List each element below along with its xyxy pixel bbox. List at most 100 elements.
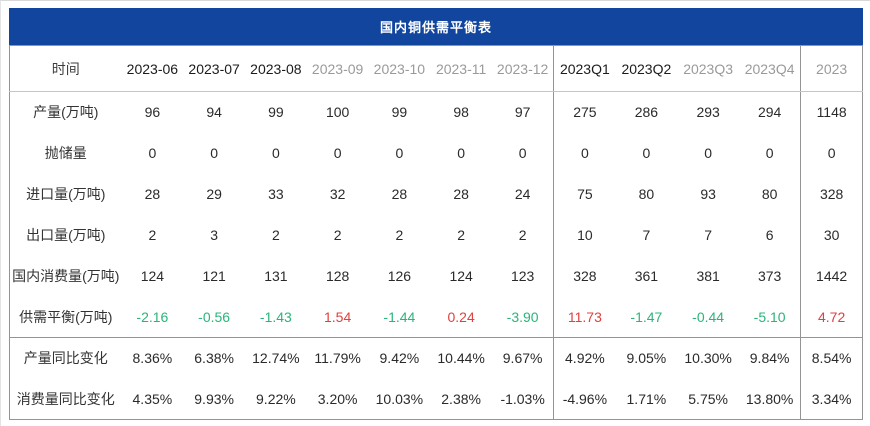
data-cell: 33 bbox=[268, 186, 284, 202]
data-cell: 1148 bbox=[800, 91, 863, 133]
data-cell: 2 bbox=[518, 227, 527, 243]
data-cell: 28 bbox=[453, 186, 469, 202]
data-cell: 0 bbox=[210, 145, 219, 161]
data-cell: 99 bbox=[391, 104, 408, 121]
column-header-2023-11: 2023-11 bbox=[430, 45, 492, 92]
data-cell: 10.30% bbox=[677, 337, 739, 379]
data-cell: 361 bbox=[634, 268, 659, 284]
data-cell: 124 bbox=[449, 268, 473, 284]
data-cell: 381 bbox=[696, 268, 720, 284]
table-row: 进口量(万吨) 28 29 33 32 28 28 24 75 80 93 80 328 bbox=[10, 173, 863, 215]
data-cell: 0 bbox=[333, 145, 342, 161]
data-cell: 93 bbox=[700, 186, 716, 202]
column-header-2023-07: 2023-07 bbox=[183, 45, 245, 92]
data-cell: 5.75% bbox=[688, 390, 728, 407]
data-cell: 373 bbox=[757, 268, 782, 284]
data-cell: 9.05% bbox=[615, 337, 678, 379]
data-cell: 9.67% bbox=[492, 337, 554, 379]
row-label: 进口量(万吨) bbox=[26, 186, 106, 202]
data-cell: 12.74% bbox=[245, 337, 307, 379]
data-cell: 0 bbox=[765, 145, 774, 161]
data-cell: 0 bbox=[148, 145, 157, 161]
data-cell: 28 bbox=[391, 186, 408, 202]
data-cell: 0 bbox=[395, 145, 404, 161]
data-cell: 328 bbox=[553, 255, 616, 297]
data-cell: 0 bbox=[704, 145, 713, 161]
data-cell: 0 bbox=[457, 145, 466, 161]
data-cell: 30 bbox=[800, 214, 863, 256]
row-label: 出口量(万吨) bbox=[26, 227, 106, 243]
data-cell: 2 bbox=[333, 227, 342, 243]
data-cell: 80 bbox=[761, 186, 778, 202]
data-cell: 75 bbox=[553, 173, 616, 215]
data-cell: 28 bbox=[144, 186, 161, 202]
data-cell: 3.34% bbox=[800, 378, 863, 420]
data-cell: 9.42% bbox=[368, 337, 431, 379]
column-header-2023Q4: 2023Q4 bbox=[739, 45, 801, 92]
data-cell: -0.56 bbox=[198, 308, 231, 325]
header-row: 时间 2023-06 2023-07 2023-08 2023-09 2023-10 20… bbox=[9, 45, 863, 92]
data-cell: 7 bbox=[642, 227, 651, 243]
table-title-bar: 国内铜供需平衡表 bbox=[9, 8, 863, 45]
table-row: 国内消费量(万吨) 124 121 131 128 126 124 123 328 361 381 3… bbox=[10, 255, 863, 297]
data-cell: 80 bbox=[638, 186, 655, 202]
data-cell: 131 bbox=[264, 268, 288, 284]
data-cell: -1.47 bbox=[630, 308, 663, 325]
data-cell: -1.03% bbox=[500, 390, 545, 407]
column-header-2023Q1: 2023Q1 bbox=[553, 45, 616, 92]
data-cell: 128 bbox=[325, 268, 350, 284]
data-cell: 8.54% bbox=[800, 337, 863, 379]
data-cell: -1.44 bbox=[383, 308, 416, 325]
data-cell: -0.44 bbox=[692, 308, 725, 325]
data-cell: 2.38% bbox=[441, 390, 481, 407]
table-row: 供需平衡(万吨) -2.16 -0.56 -1.43 1.54 -1.44 0.24 -3.9… bbox=[10, 296, 863, 338]
data-cell: 124 bbox=[140, 268, 165, 284]
data-cell: 99 bbox=[268, 104, 284, 121]
copper-balance-table-card: 国内铜供需平衡表 时间 2023-06 2023-07 2023-08 2023-09… bbox=[9, 8, 863, 420]
data-cell: 6.38% bbox=[183, 337, 245, 379]
column-header-2023-09: 2023-09 bbox=[306, 45, 369, 92]
data-cell: 0 bbox=[642, 145, 651, 161]
table-title: 国内铜供需平衡表 bbox=[379, 20, 492, 35]
data-cell: 0 bbox=[271, 145, 280, 161]
data-cell: -1.43 bbox=[259, 308, 292, 325]
column-header-2023: 2023 bbox=[800, 45, 863, 92]
data-cell: 11.79% bbox=[306, 337, 369, 379]
data-cell: 13.80% bbox=[745, 390, 794, 407]
data-cell: 275 bbox=[553, 91, 616, 133]
data-cell: 126 bbox=[387, 268, 412, 284]
data-cell: 2 bbox=[457, 227, 466, 243]
data-cell: -5.10 bbox=[753, 308, 786, 325]
data-cell: -3.90 bbox=[506, 308, 539, 325]
column-header-2023Q2: 2023Q2 bbox=[615, 45, 678, 92]
data-cell: 98 bbox=[453, 104, 469, 121]
row-label: 供需平衡(万吨) bbox=[19, 308, 113, 325]
data-cell: 10.44% bbox=[430, 337, 492, 379]
column-header-2023-06: 2023-06 bbox=[121, 45, 184, 92]
data-cell: 3.20% bbox=[317, 390, 358, 407]
data-cell: 2 bbox=[148, 227, 157, 243]
row-label: 国内消费量(万吨) bbox=[12, 268, 120, 284]
data-cell: 7 bbox=[704, 227, 713, 243]
row-label: 产量(万吨) bbox=[33, 104, 99, 121]
data-cell: 96 bbox=[144, 104, 161, 121]
row-label: 消费量同比变化 bbox=[16, 390, 115, 407]
data-cell: 0 bbox=[800, 132, 863, 174]
data-cell: 294 bbox=[757, 104, 782, 121]
data-cell: 10.03% bbox=[375, 390, 424, 407]
data-cell: 328 bbox=[800, 173, 863, 215]
data-cell: 1.54 bbox=[324, 308, 352, 325]
table-row: 产量同比变化 8.36% 6.38% 12.74% 11.79% 9.42% 10.44% 9… bbox=[9, 337, 863, 379]
data-cell: 286 bbox=[634, 104, 659, 121]
column-header-2023Q3: 2023Q3 bbox=[677, 45, 739, 92]
data-cell: 8.36% bbox=[121, 337, 184, 379]
data-cell: 97 bbox=[514, 104, 531, 121]
column-header-2023-08: 2023-08 bbox=[245, 45, 307, 92]
data-cell: 0 bbox=[553, 132, 616, 174]
data-cell: 24 bbox=[514, 186, 531, 202]
table-row: 出口量(万吨) 2 3 2 2 2 2 2 10 7 7 6 30 bbox=[10, 214, 863, 256]
column-header-2023-10: 2023-10 bbox=[368, 45, 431, 92]
row-label: 抛储量 bbox=[44, 145, 87, 161]
data-cell: 293 bbox=[696, 104, 720, 121]
